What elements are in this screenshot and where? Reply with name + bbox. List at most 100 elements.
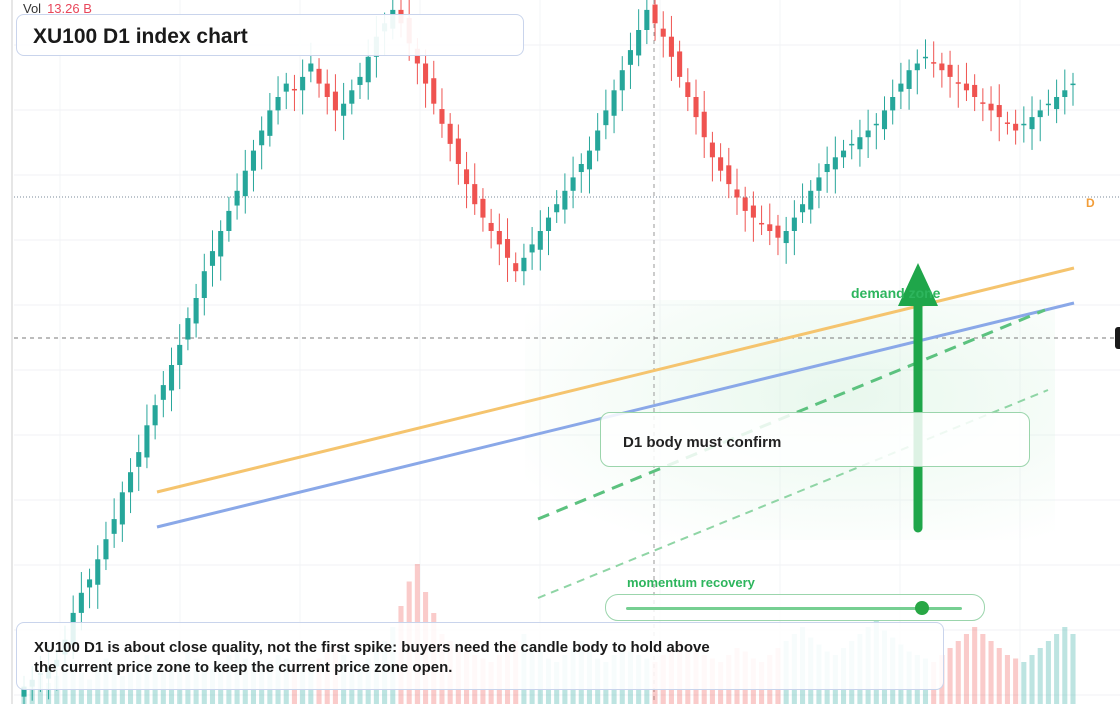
volume-bar: [996, 648, 1002, 704]
candle-body: [1004, 122, 1010, 124]
momentum-track: [626, 607, 962, 610]
candle-body: [603, 110, 609, 126]
trendline-green-dashed[interactable]: [537, 308, 1046, 521]
volume-bar: [1045, 641, 1051, 704]
candle-body: [767, 224, 773, 231]
candle-body: [332, 91, 338, 111]
candle-body: [873, 123, 879, 126]
candle-body: [709, 142, 715, 158]
candle-body: [685, 82, 691, 97]
candle-body: [611, 90, 617, 116]
candle-body: [521, 257, 527, 272]
candle-body: [849, 143, 855, 146]
candle-body: [750, 205, 756, 218]
volume-label: Vol: [23, 1, 42, 16]
candle-body: [914, 63, 920, 71]
candle-body: [234, 190, 240, 206]
candle-body: [554, 204, 560, 213]
up-arrow-icon: [898, 263, 938, 306]
candle-body: [742, 197, 748, 211]
candle-body: [127, 472, 134, 493]
candle-body: [259, 130, 265, 146]
volume-bar: [1029, 655, 1035, 704]
candle-body: [267, 110, 273, 136]
candle-body: [734, 189, 740, 198]
candle-body: [87, 579, 93, 588]
candle-body: [1070, 83, 1076, 86]
momentum-knob[interactable]: [914, 601, 929, 615]
candle-body: [1013, 123, 1019, 131]
volume-bar: [980, 634, 986, 704]
volume-bar: [1070, 634, 1076, 704]
candle-body: [480, 198, 486, 218]
volume-bar: [988, 641, 994, 704]
candles: [21, 0, 1076, 704]
candle-body: [160, 385, 166, 400]
candle-body: [1054, 97, 1060, 110]
candle-body: [660, 28, 666, 37]
candle-body: [95, 559, 101, 585]
candle-body: [300, 76, 306, 91]
candle-body: [488, 222, 494, 231]
volume-bar: [87, 679, 93, 704]
volume-bar: [972, 627, 978, 704]
d-badge: D: [1086, 196, 1095, 210]
candle-body: [881, 110, 888, 130]
candle-body: [988, 103, 994, 111]
volume-value: 13.26 B: [47, 1, 92, 16]
note-text: XU100 D1 is about close quality, not the…: [34, 639, 710, 676]
candle-body: [890, 97, 896, 111]
candle-body: [414, 48, 420, 64]
candle-body: [185, 318, 191, 340]
trendline-green-dotted[interactable]: [537, 389, 1049, 599]
candle-body: [316, 68, 322, 84]
volume-bar: [119, 676, 125, 704]
candle-body: [627, 50, 633, 65]
candle-body: [980, 102, 986, 104]
candle-body: [832, 157, 838, 170]
candle-body: [816, 177, 822, 191]
candle-body: [595, 130, 601, 151]
candle-body: [865, 130, 871, 138]
candle-body: [939, 63, 945, 71]
candle-body: [357, 76, 363, 85]
candle-body: [78, 592, 84, 613]
candle-body: [242, 170, 248, 197]
candle-body: [283, 83, 289, 92]
candle-body: [1029, 117, 1035, 130]
candle-body: [996, 105, 1002, 118]
candle-body: [668, 36, 674, 57]
candle-body: [226, 210, 232, 231]
candle-body: [431, 78, 437, 104]
candle-body: [652, 4, 658, 24]
candle-body: [644, 9, 650, 30]
candle-body: [193, 298, 199, 324]
candle-body: [349, 90, 355, 104]
candle-body: [513, 263, 519, 272]
candle-body: [324, 83, 330, 97]
candle-body: [840, 150, 847, 158]
candle-body: [808, 190, 814, 210]
volume-bar: [1013, 658, 1019, 704]
candle-body: [759, 222, 765, 225]
candle-body: [1045, 103, 1051, 106]
candle-body: [103, 539, 109, 560]
price-axis-label: [1115, 327, 1120, 349]
candle-body: [586, 150, 593, 170]
candle-body: [275, 97, 281, 111]
candle-body: [201, 271, 207, 298]
momentum-slider[interactable]: [605, 594, 985, 621]
candle-body: [136, 452, 142, 467]
candle-body: [955, 82, 961, 84]
candle-body: [168, 365, 175, 391]
candle-body: [472, 184, 478, 205]
momentum-label: momentum recovery: [627, 575, 755, 590]
candle-body: [144, 425, 150, 458]
candle-body: [726, 165, 732, 185]
candle-body: [111, 519, 117, 534]
candle-body: [693, 97, 699, 118]
candle-body: [250, 150, 257, 171]
candle-body: [922, 56, 929, 59]
candle-body: [562, 190, 568, 210]
volume-bar: [947, 648, 953, 704]
